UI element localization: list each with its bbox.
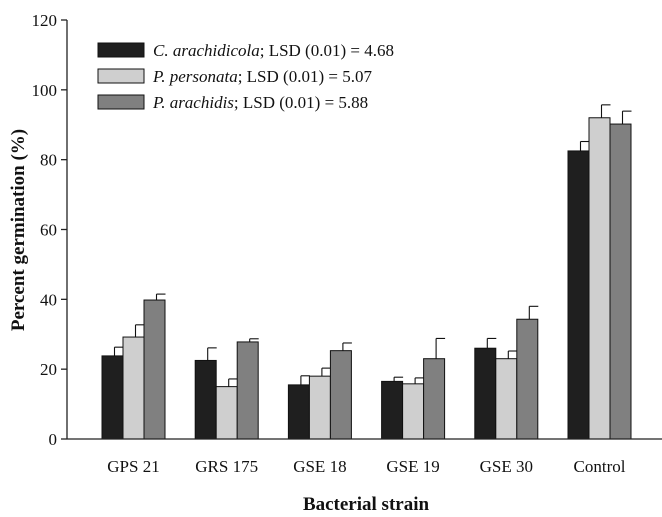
legend: C. arachidicola; LSD (0.01) = 4.68 P. per…	[97, 41, 394, 112]
bar	[287, 384, 310, 440]
bar	[236, 341, 259, 440]
y-tick-label: 20	[40, 360, 57, 379]
bar	[423, 358, 446, 440]
bar	[194, 359, 217, 440]
y-tick-label: 0	[49, 430, 58, 449]
legend-swatch	[97, 94, 145, 110]
bar	[122, 336, 145, 440]
y-tick-label: 40	[40, 290, 57, 309]
axes: GPS 21 GRS 175 GSE 18 GSE 19 GSE 30 Control 0 2…	[32, 11, 662, 476]
y-tick-label: 120	[32, 11, 58, 30]
bar	[495, 358, 518, 440]
x-tick-label: GRS 175	[195, 457, 258, 476]
x-tick-label: GSE 18	[293, 457, 346, 476]
x-tick-label: GSE 30	[480, 457, 533, 476]
legend-swatch	[97, 42, 145, 58]
bar	[588, 117, 611, 440]
y-axis-title: Percent germination (%)	[8, 129, 29, 331]
bar	[329, 350, 352, 440]
x-tick-label: Control	[574, 457, 626, 476]
bar	[101, 355, 124, 440]
bar	[567, 150, 590, 440]
bar	[143, 299, 166, 440]
y-tick-label: 60	[40, 221, 57, 240]
bar	[402, 383, 425, 440]
x-tick-label: GPS 21	[107, 457, 159, 476]
y-tick-label: 100	[32, 81, 58, 100]
legend-label: P. personata; LSD (0.01) = 5.07	[152, 67, 372, 86]
bar	[516, 318, 539, 440]
bar	[381, 380, 404, 440]
y-tick-label: 80	[40, 151, 57, 170]
x-axis-title: Bacterial strain	[303, 494, 430, 515]
bar	[609, 123, 632, 440]
legend-label: P. arachidis; LSD (0.01) = 5.88	[152, 93, 368, 112]
bar	[215, 386, 238, 440]
x-tick-label: GSE 19	[386, 457, 439, 476]
legend-label: C. arachidicola; LSD (0.01) = 4.68	[153, 41, 394, 60]
plot-area	[101, 104, 632, 440]
legend-swatch	[97, 68, 145, 84]
bar	[308, 375, 331, 440]
bar	[474, 347, 497, 440]
